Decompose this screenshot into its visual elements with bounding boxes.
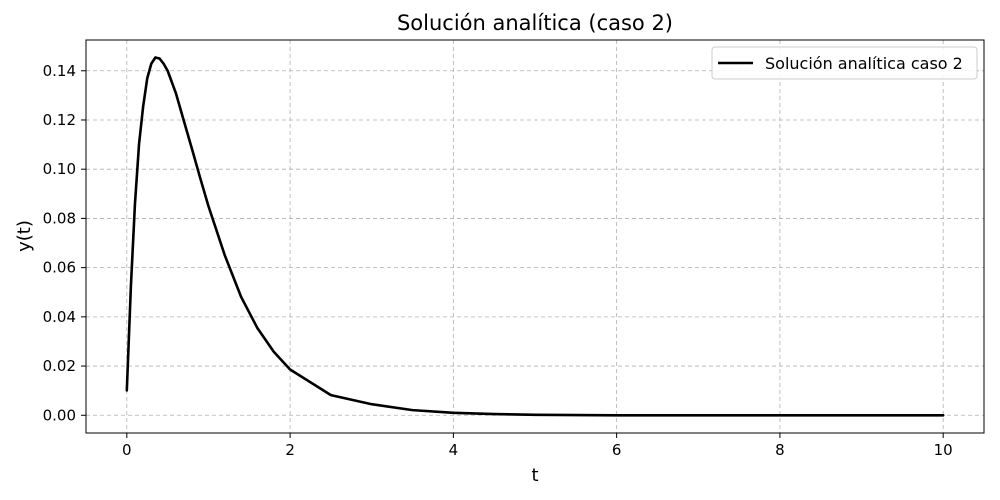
x-tick-label: 2 [285, 441, 295, 459]
x-tick-label: 4 [449, 441, 459, 459]
y-tick-label: 0.12 [43, 111, 76, 129]
y-axis-ticks: 0.00 0.02 0.04 0.06 0.08 0.10 0.12 0.14 [43, 62, 86, 424]
y-tick-label: 0.08 [43, 209, 76, 227]
y-tick-label: 0.14 [43, 62, 76, 80]
x-tick-label: 0 [122, 441, 132, 459]
x-tick-label: 10 [934, 441, 953, 459]
y-axis-label: y(t) [14, 220, 35, 252]
x-tick-label: 6 [612, 441, 622, 459]
x-axis-label: t [531, 465, 538, 486]
y-tick-label: 0.10 [43, 160, 76, 178]
series-line [125, 56, 945, 417]
plot-frame [85, 39, 985, 434]
legend-entry-label: Solución analítica caso 2 [765, 54, 963, 73]
y-tick-label: 0.02 [43, 357, 76, 375]
x-tick-label: 8 [775, 441, 785, 459]
series-layer [125, 56, 945, 417]
y-tick-label: 0.04 [43, 308, 76, 326]
grid-lines [86, 40, 984, 433]
y-tick-label: 0.00 [43, 406, 76, 424]
chart-title: Solución analítica (caso 2) [397, 11, 673, 35]
y-tick-label: 0.06 [43, 259, 76, 277]
x-axis-ticks: 0 2 4 6 8 10 [122, 433, 953, 459]
legend-box [711, 46, 978, 80]
legend: Solución analítica caso 2 [711, 46, 978, 80]
